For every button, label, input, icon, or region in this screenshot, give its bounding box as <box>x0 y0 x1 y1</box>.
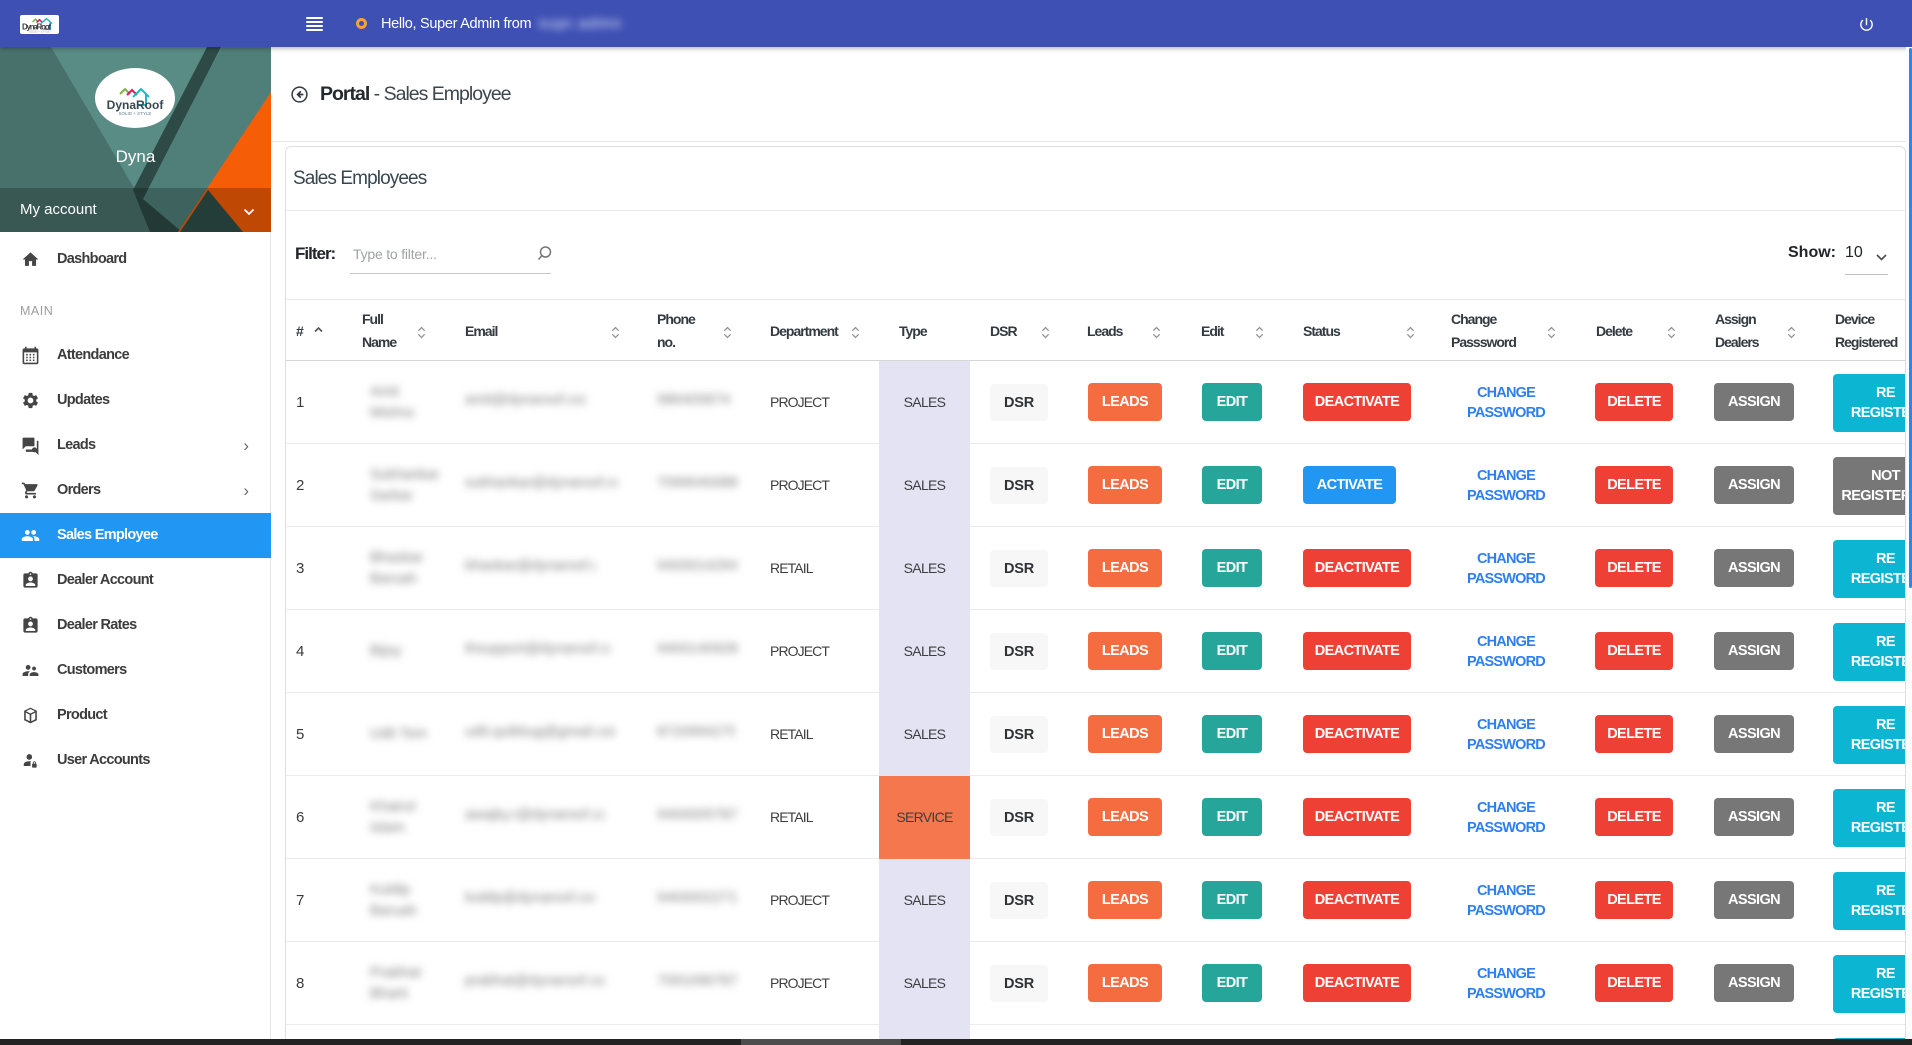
svg-text:SOLID + STYLE: SOLID + STYLE <box>29 30 50 34</box>
svg-text:SOLID + STYLE: SOLID + STYLE <box>119 111 152 116</box>
svg-text:DynaRoof: DynaRoof <box>107 98 165 112</box>
svg-text:DynaRoof: DynaRoof <box>22 23 51 32</box>
